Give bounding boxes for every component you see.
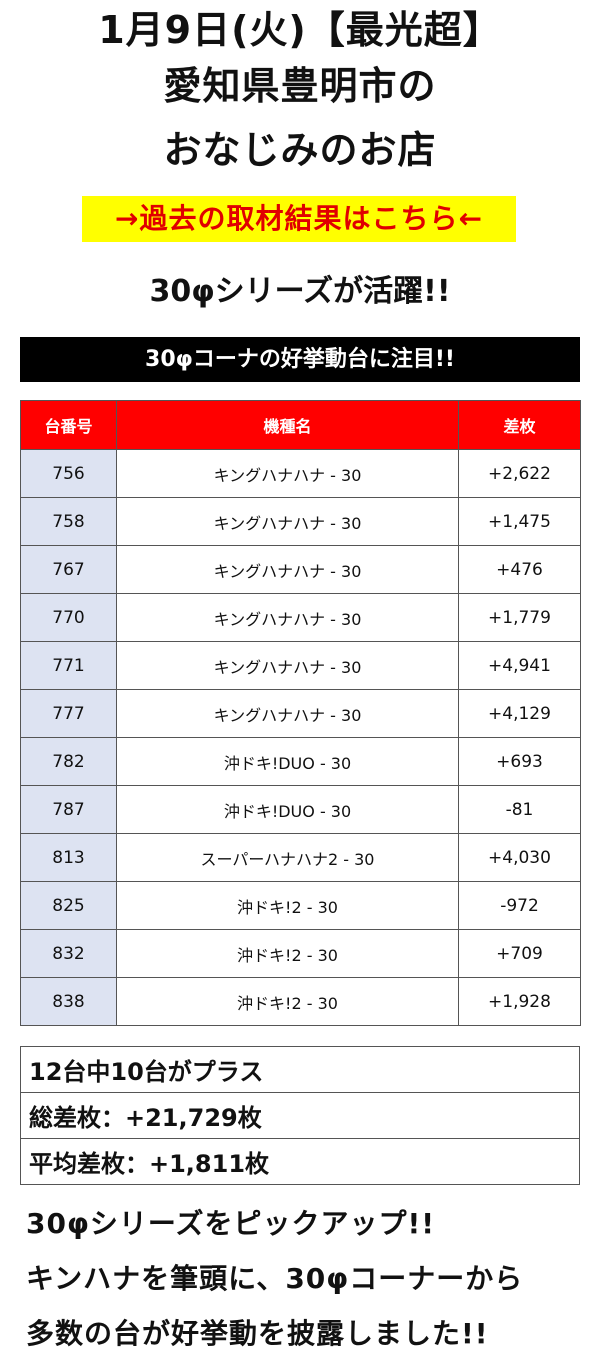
- machine-number: 756: [20, 449, 117, 498]
- difference-value: -972: [458, 881, 581, 930]
- past-results-link[interactable]: →過去の取材結果はこちら←: [82, 196, 516, 242]
- machine-name: 沖ドキ!DUO - 30: [116, 785, 459, 834]
- column-header-difference: 差枚: [458, 400, 581, 450]
- difference-value: +709: [458, 929, 581, 978]
- difference-value: +4,941: [458, 641, 581, 690]
- machine-number: 767: [20, 545, 117, 594]
- table-row: 771 キングハナハナ - 30 +4,941: [20, 641, 581, 690]
- footer-line-1: 30φシリーズをピックアップ!!: [26, 1207, 436, 1240]
- machine-name: キングハナハナ - 30: [116, 689, 459, 738]
- machine-name: キングハナハナ - 30: [116, 497, 459, 546]
- difference-value: +4,030: [458, 833, 581, 882]
- machine-number: 825: [20, 881, 117, 930]
- machine-name: 沖ドキ!2 - 30: [116, 977, 459, 1026]
- machine-name: 沖ドキ!2 - 30: [116, 929, 459, 978]
- table-row: 838 沖ドキ!2 - 30 +1,928: [20, 977, 581, 1026]
- difference-value: +1,779: [458, 593, 581, 642]
- machine-name: スーパーハナハナ2 - 30: [116, 833, 459, 882]
- machine-number: 813: [20, 833, 117, 882]
- summary-plus-count: 12台中10台がプラス: [20, 1046, 580, 1093]
- machine-name: キングハナハナ - 30: [116, 545, 459, 594]
- table-row: 782 沖ドキ!DUO - 30 +693: [20, 737, 581, 786]
- table-row: 825 沖ドキ!2 - 30 -972: [20, 881, 581, 930]
- footer-line-3: 多数の台が好挙動を披露しました!!: [26, 1317, 489, 1350]
- machine-number: 838: [20, 977, 117, 1026]
- table-row: 767 キングハナハナ - 30 +476: [20, 545, 581, 594]
- page-title-date: 1月9日(火)【最光超】: [98, 8, 502, 52]
- section-bar: 30φコーナの好挙動台に注目!!: [20, 337, 580, 382]
- difference-value: +1,475: [458, 497, 581, 546]
- machine-number: 777: [20, 689, 117, 738]
- footer-line-2: キンハナを筆頭に、30φコーナーから: [26, 1262, 524, 1295]
- difference-value: -81: [458, 785, 581, 834]
- machine-name: キングハナハナ - 30: [116, 449, 459, 498]
- table-row: 832 沖ドキ!2 - 30 +709: [20, 929, 581, 978]
- table-row: 813 スーパーハナハナ2 - 30 +4,030: [20, 833, 581, 882]
- machine-name: 沖ドキ!DUO - 30: [116, 737, 459, 786]
- summary-average-difference: 平均差枚：+1,811枚: [20, 1138, 580, 1185]
- table-row: 770 キングハナハナ - 30 +1,779: [20, 593, 581, 642]
- machine-name: 沖ドキ!2 - 30: [116, 881, 459, 930]
- machine-number: 782: [20, 737, 117, 786]
- results-table: 台番号 機種名 差枚 756 キングハナハナ - 30 +2,622 758 キ…: [20, 400, 581, 1026]
- difference-value: +1,928: [458, 977, 581, 1026]
- summary-box: 12台中10台がプラス 総差枚：+21,729枚 平均差枚：+1,811枚: [20, 1046, 580, 1185]
- table-row: 756 キングハナハナ - 30 +2,622: [20, 449, 581, 498]
- machine-number: 787: [20, 785, 117, 834]
- machine-number: 770: [20, 593, 117, 642]
- machine-number: 832: [20, 929, 117, 978]
- table-row: 758 キングハナハナ - 30 +1,475: [20, 497, 581, 546]
- difference-value: +693: [458, 737, 581, 786]
- page-title-location: 愛知県豊明市の: [163, 64, 437, 108]
- footer-comment: 30φシリーズをピックアップ!! キンハナを筆頭に、30φコーナーから 多数の台…: [26, 1196, 586, 1361]
- table-row: 787 沖ドキ!DUO - 30 -81: [20, 785, 581, 834]
- table-header-row: 台番号 機種名 差枚: [20, 400, 581, 450]
- table-row: 777 キングハナハナ - 30 +4,129: [20, 689, 581, 738]
- difference-value: +2,622: [458, 449, 581, 498]
- machine-number: 758: [20, 497, 117, 546]
- difference-value: +4,129: [458, 689, 581, 738]
- machine-name: キングハナハナ - 30: [116, 641, 459, 690]
- machine-name: キングハナハナ - 30: [116, 593, 459, 642]
- column-header-machine-name: 機種名: [116, 400, 459, 450]
- page-title-store: おなじみのお店: [163, 128, 437, 172]
- summary-total-difference: 総差枚：+21,729枚: [20, 1092, 580, 1139]
- difference-value: +476: [458, 545, 581, 594]
- machine-number: 771: [20, 641, 117, 690]
- subheading: 30φシリーズが活躍!!: [149, 274, 451, 309]
- column-header-machine-number: 台番号: [20, 400, 117, 450]
